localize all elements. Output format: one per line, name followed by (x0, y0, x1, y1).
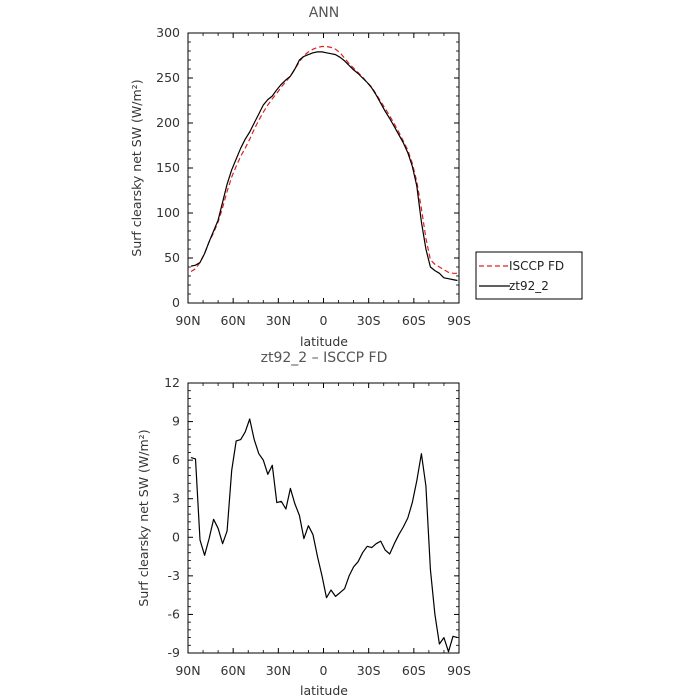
y-tick-label: -6 (168, 606, 181, 621)
top-series-group (190, 45, 458, 282)
bottom-x-tick-labels: 90N 60N 30N 0 30S 60S 90S (175, 663, 471, 678)
legend-label-zt92: zt92_2 (509, 279, 549, 293)
x-tick-label: 90S (447, 663, 471, 678)
top-tick-marks (187, 32, 460, 304)
y-tick-label: 0 (172, 295, 180, 310)
top-y-tick-labels: 0 50 100 150 200 250 300 (156, 25, 180, 310)
x-tick-label: 30S (357, 313, 381, 328)
x-tick-label: 90N (175, 313, 200, 328)
y-tick-label: 3 (172, 491, 180, 506)
x-tick-label: 60S (402, 313, 426, 328)
y-tick-label: 150 (156, 160, 180, 175)
bottom-y-axis-label: Surf clearsky net SW (W/m²) (136, 429, 151, 606)
y-tick-label: 9 (172, 414, 180, 429)
x-tick-label: 30N (266, 663, 291, 678)
bottom-panel: zt92_2 – ISCCP FD -9 -6 -3 0 3 6 9 12 90N 60N 30N… (136, 350, 471, 698)
legend-label-isccp: ISCCP FD (509, 259, 564, 273)
bottom-y-tick-labels: -9 -6 -3 0 3 6 9 12 (164, 375, 180, 660)
series-line-isccp-fd (190, 45, 458, 274)
y-tick-label: 6 (172, 452, 180, 467)
bottom-plot-frame (187, 382, 460, 654)
bottom-series-group (190, 418, 458, 653)
bottom-x-axis-label: latitude (300, 683, 348, 698)
y-tick-label: -3 (168, 568, 180, 583)
x-tick-label: 90N (175, 663, 200, 678)
x-tick-label: 60S (402, 663, 426, 678)
y-tick-label: 200 (156, 115, 180, 130)
series-line-zt92-2 (190, 51, 458, 282)
y-tick-label: 50 (164, 250, 180, 265)
legend: ISCCP FD zt92_2 (475, 251, 583, 300)
x-tick-label: 60N (221, 663, 246, 678)
x-tick-label: 30S (357, 663, 381, 678)
x-tick-label: 0 (320, 663, 328, 678)
x-tick-label: 60N (221, 313, 246, 328)
top-chart-title: ANN (309, 5, 340, 21)
y-tick-label: 300 (156, 25, 180, 40)
y-tick-label: -9 (168, 645, 181, 660)
bottom-chart-title: zt92_2 – ISCCP FD (261, 350, 388, 366)
x-tick-label: 0 (320, 313, 328, 328)
x-tick-label: 30N (266, 313, 291, 328)
y-tick-label: 100 (156, 205, 180, 220)
y-tick-label: 250 (156, 70, 180, 85)
legend-box (475, 251, 583, 300)
top-x-tick-labels: 90N 60N 30N 0 30S 60S 90S (175, 313, 471, 328)
top-y-axis-label: Surf clearsky net SW (W/m²) (129, 79, 144, 256)
series-line-difference (190, 418, 458, 653)
y-tick-label: 0 (172, 529, 180, 544)
x-tick-label: 90S (447, 313, 471, 328)
top-plot-frame (187, 32, 460, 304)
top-x-axis-label: latitude (300, 334, 348, 349)
y-tick-label: 12 (164, 375, 180, 390)
